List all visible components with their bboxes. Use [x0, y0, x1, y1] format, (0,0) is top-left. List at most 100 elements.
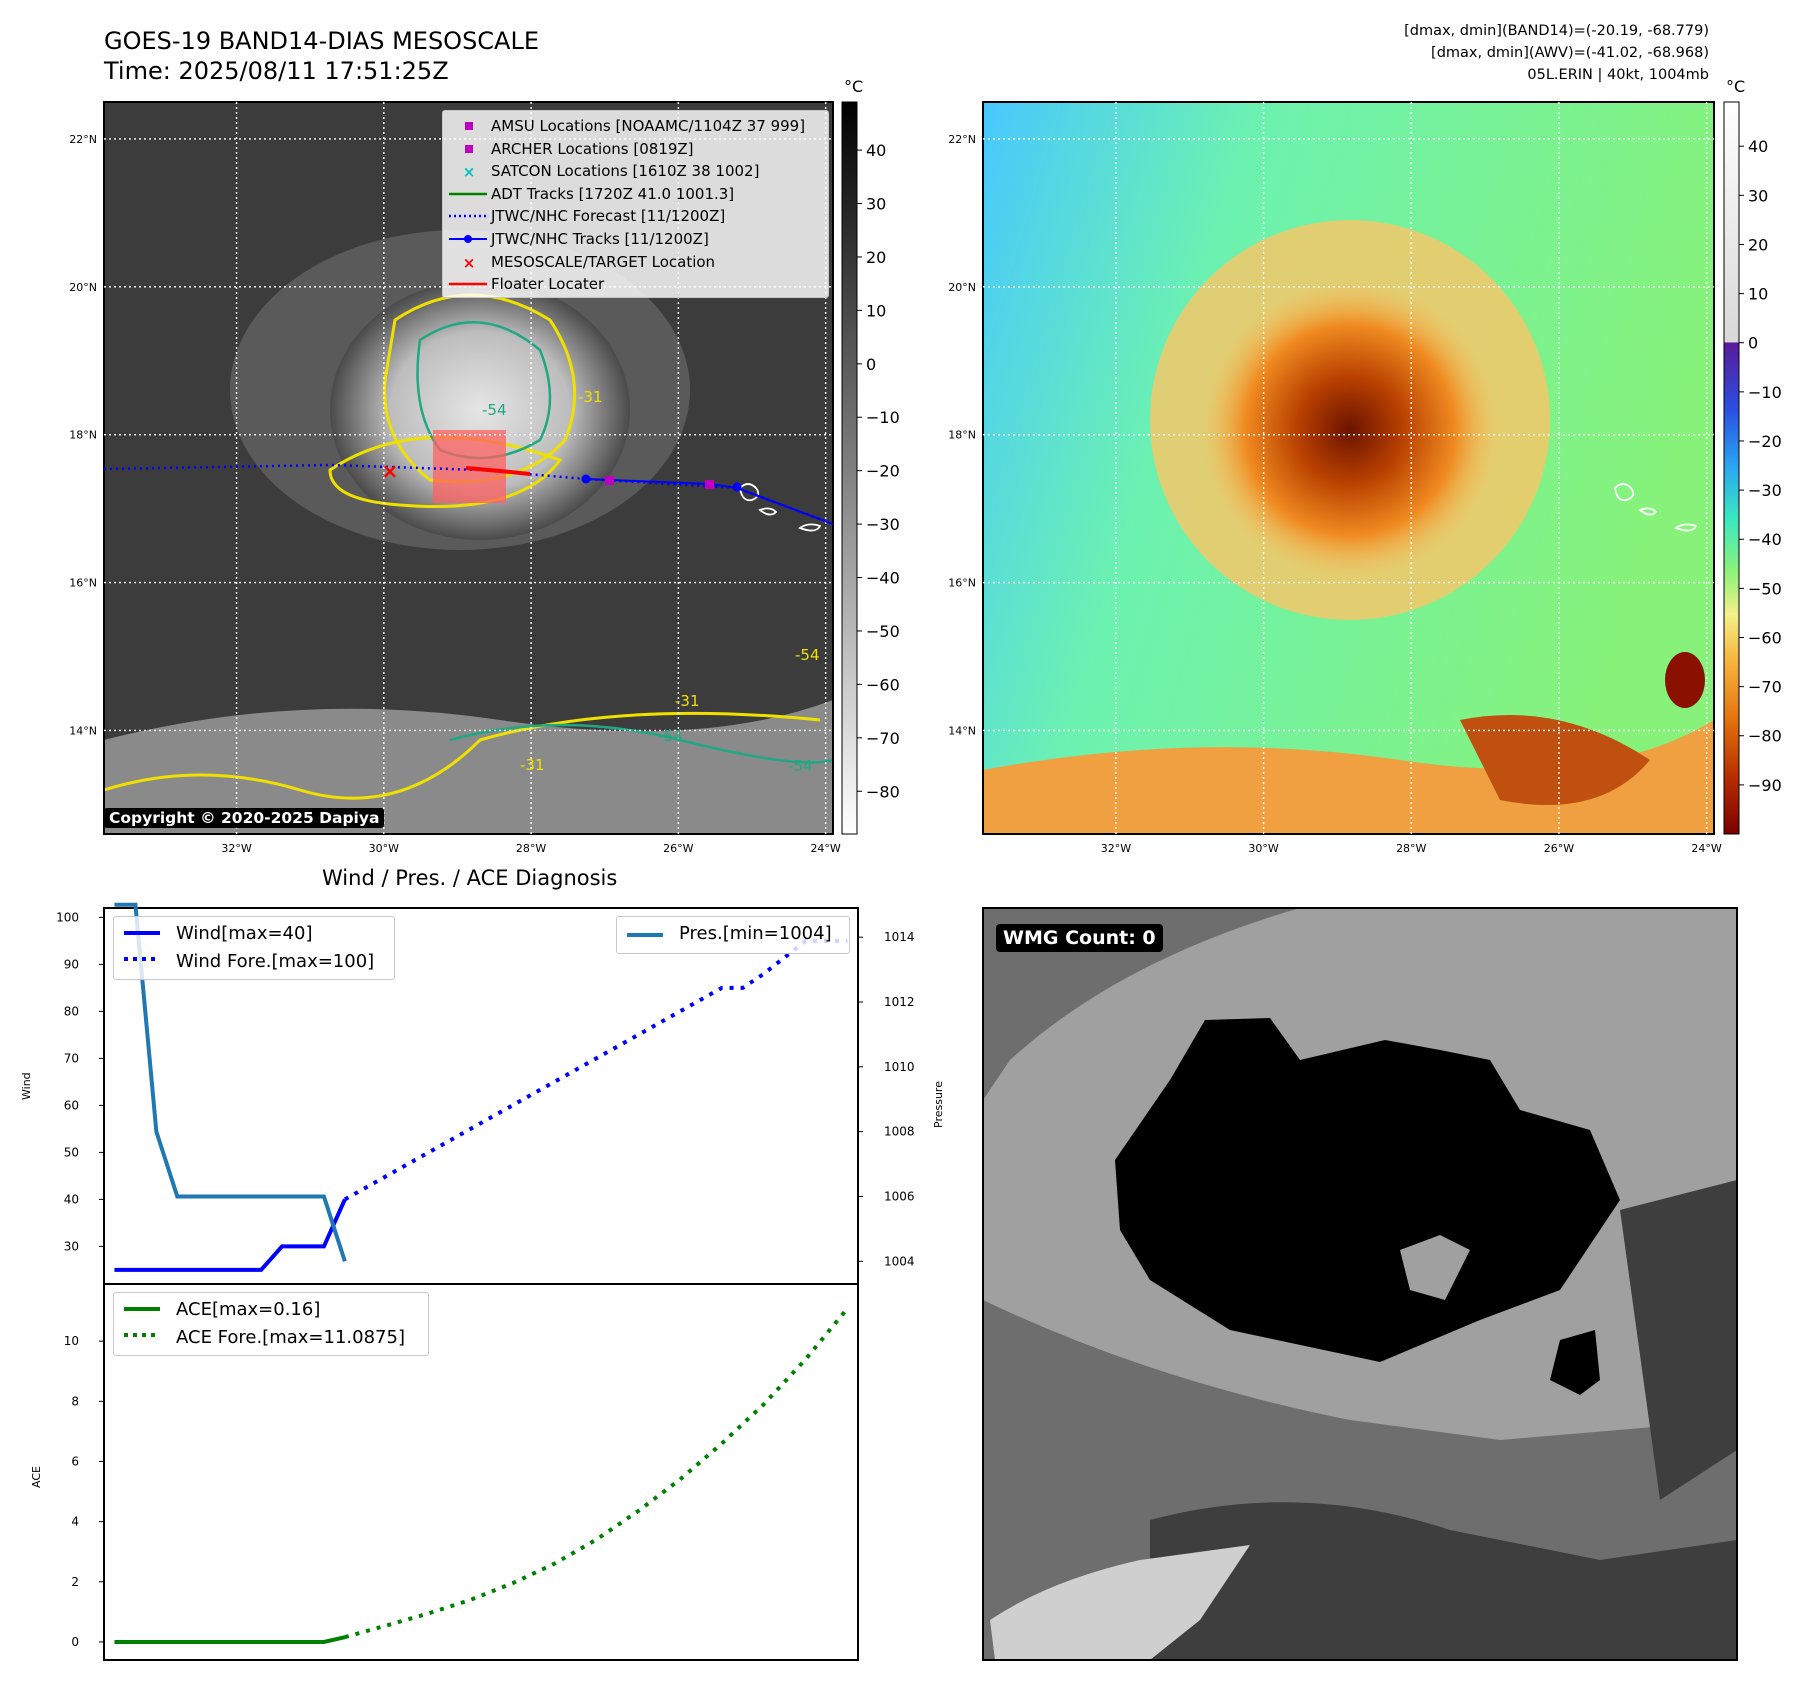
legend-label: JTWC/NHC Tracks [11/1200Z] — [491, 230, 709, 248]
legend-symbol-icon — [449, 192, 487, 196]
map-legend: AMSU Locations [NOAAMC/1104Z 37 999] ARCH… — [442, 110, 829, 298]
lat-label: 20°N — [948, 281, 976, 294]
awv-south-core — [1460, 715, 1650, 805]
legend-symbol-icon — [465, 122, 473, 130]
colorbar-unit: °C — [1726, 77, 1745, 96]
wind-legend: Wind[max=40] Wind Fore.[max=100] — [113, 916, 395, 980]
lat-label: 16°N — [69, 577, 97, 590]
legend-label: JTWC/NHC Forecast [11/1200Z] — [491, 207, 726, 226]
awv-colorbar-ticks: °C 40 30 20 10 0 −10 −20 −30 −40 −50 −60 −70 −80 −90 — [1726, 77, 1782, 795]
wind-forecast-legend-label: Wind Fore.[max=100] — [176, 951, 375, 972]
awv-map-panel — [983, 102, 1714, 834]
wmg-darker-e — [1620, 1180, 1737, 1500]
wmg-black-core — [1115, 1018, 1620, 1362]
wind-tick-label: 50 — [64, 1145, 79, 1159]
ace-tick-label: 2 — [71, 1575, 79, 1589]
wind-tick-label: 80 — [64, 1004, 79, 1018]
wmg-light-sw — [990, 1545, 1250, 1660]
copyright-badge: Copyright © 2020-2025 Dapiya — [104, 808, 385, 828]
ir-colorbar — [841, 101, 858, 835]
wind-tick-label: 60 — [64, 1098, 79, 1112]
contour-labels: -31 -54 -31 -54 -31 -54 -54 — [482, 388, 820, 775]
legend-symbol-icon — [449, 215, 487, 218]
colorbar-tick-label: −70 — [1748, 678, 1782, 697]
svg-text:×: × — [463, 254, 476, 272]
ir-cloud-core — [330, 280, 630, 540]
colorbar-tick-label: −80 — [1748, 727, 1782, 746]
awv-south-band — [983, 720, 1714, 834]
wind-tick-label: 70 — [64, 1051, 79, 1065]
info-awv: [dmax, dmin](AWV)=(-41.02, -68.968) — [1431, 45, 1709, 61]
lon-label: 28°W — [516, 842, 546, 855]
pressure-tick-label: 1014 — [884, 930, 915, 944]
wind-tick-label: 90 — [64, 957, 79, 971]
legend-symbol-icon: × — [463, 254, 476, 272]
pres-legend-label: Pres.[min=1004] — [679, 923, 832, 944]
contour-yellow-core — [328, 435, 563, 509]
lon-label: 30°W — [1248, 842, 1278, 855]
archer-location-marker — [705, 480, 714, 489]
legend-label: ADT Tracks [1720Z 41.0 1001.3] — [491, 184, 735, 203]
colorbar-tick-label: −80 — [866, 782, 900, 801]
legend-label: SATCON Locations [1610Z 38 1002] — [491, 162, 760, 181]
diag-series — [114, 902, 850, 1644]
legend-symbol-icon — [465, 144, 473, 153]
amsu-location-marker — [605, 476, 614, 485]
colorbar-tick-label: 30 — [1748, 186, 1768, 205]
awv-map-frame — [982, 101, 1715, 835]
legend-label: AMSU Locations [NOAAMC/1104Z 37 999] — [491, 117, 806, 135]
lat-label: 20°N — [69, 281, 97, 294]
ace-series-line — [114, 1635, 346, 1644]
figure-time: Time: 2025/08/11 17:51:25Z — [104, 57, 449, 85]
awv-colorbar — [1723, 101, 1740, 835]
wind-series-line — [343, 938, 848, 1202]
ace-axis-label: ACE — [30, 1466, 43, 1488]
wind-tick-label: 100 — [56, 910, 79, 924]
figure-title: GOES-19 BAND14-DIAS MESOSCALE — [104, 27, 540, 55]
pressure-tick-label: 1004 — [884, 1254, 915, 1268]
svg-text:×: × — [463, 163, 476, 181]
colorbar-tick-label: −70 — [866, 729, 900, 748]
floater-locater-line — [465, 466, 531, 476]
wind-axis-label: Wind — [20, 1072, 33, 1100]
contour-label: -31 — [675, 692, 700, 710]
target-location-marker: × — [382, 459, 399, 483]
legend-symbol-icon — [449, 282, 487, 286]
wmg-eye-notch — [1400, 1235, 1470, 1300]
contour-label: -31 — [520, 756, 545, 774]
ace-legend-label: ACE[max=0.16] — [176, 1299, 321, 1320]
colorbar-tick-label: 40 — [1748, 137, 1768, 156]
ace-tick-label: 6 — [71, 1454, 79, 1468]
ir-track-overlay: × — [103, 459, 834, 526]
contour-green-inner — [416, 321, 552, 460]
lat-label: 22°N — [948, 133, 976, 146]
ace-tick-label: 8 — [71, 1394, 79, 1408]
best-track-point — [581, 474, 591, 484]
ace-series-line — [344, 1307, 850, 1640]
colorbar-tick-label: −10 — [866, 408, 900, 427]
colorbar-tick-label: −10 — [1748, 383, 1782, 402]
colorbar-tick-label: 20 — [866, 248, 886, 267]
lat-label: 22°N — [69, 133, 97, 146]
diag-title: Wind / Pres. / ACE Diagnosis — [322, 866, 618, 890]
lat-label: 14°N — [69, 724, 97, 737]
info-band14: [dmax, dmin](BAND14)=(-20.19, -68.779) — [1404, 23, 1709, 39]
awv-island-coastlines — [1614, 483, 1698, 532]
pressure-axis-label: Pressure — [932, 1081, 945, 1128]
lat-label: 14°N — [948, 724, 976, 737]
colorbar-tick-label: −30 — [1748, 481, 1782, 500]
colorbar-tick-label: 0 — [1748, 334, 1758, 353]
colorbar-tick-label: −50 — [866, 622, 900, 641]
map-axis-labels: 22°N 20°N 18°N 16°N 14°N 32°W 30°W 28°W 26°W 24°W… — [69, 133, 1722, 855]
colorbar-tick-label: 40 — [866, 141, 886, 160]
colorbar-tick-label: 30 — [866, 195, 886, 214]
wmg-count-badge: WMG Count: 0 — [996, 924, 1163, 952]
diag-ticks: 1009080706050403010141012101010081006100… — [56, 910, 914, 1649]
awv-gridlines — [983, 102, 1714, 834]
colorbar-tick-label: −20 — [1748, 432, 1782, 451]
colorbar-tick-label: −40 — [1748, 530, 1782, 549]
legend-label: Floater Locater — [491, 275, 605, 294]
colorbar-tick-label: −60 — [1748, 628, 1782, 647]
pressure-tick-label: 1006 — [884, 1189, 915, 1203]
